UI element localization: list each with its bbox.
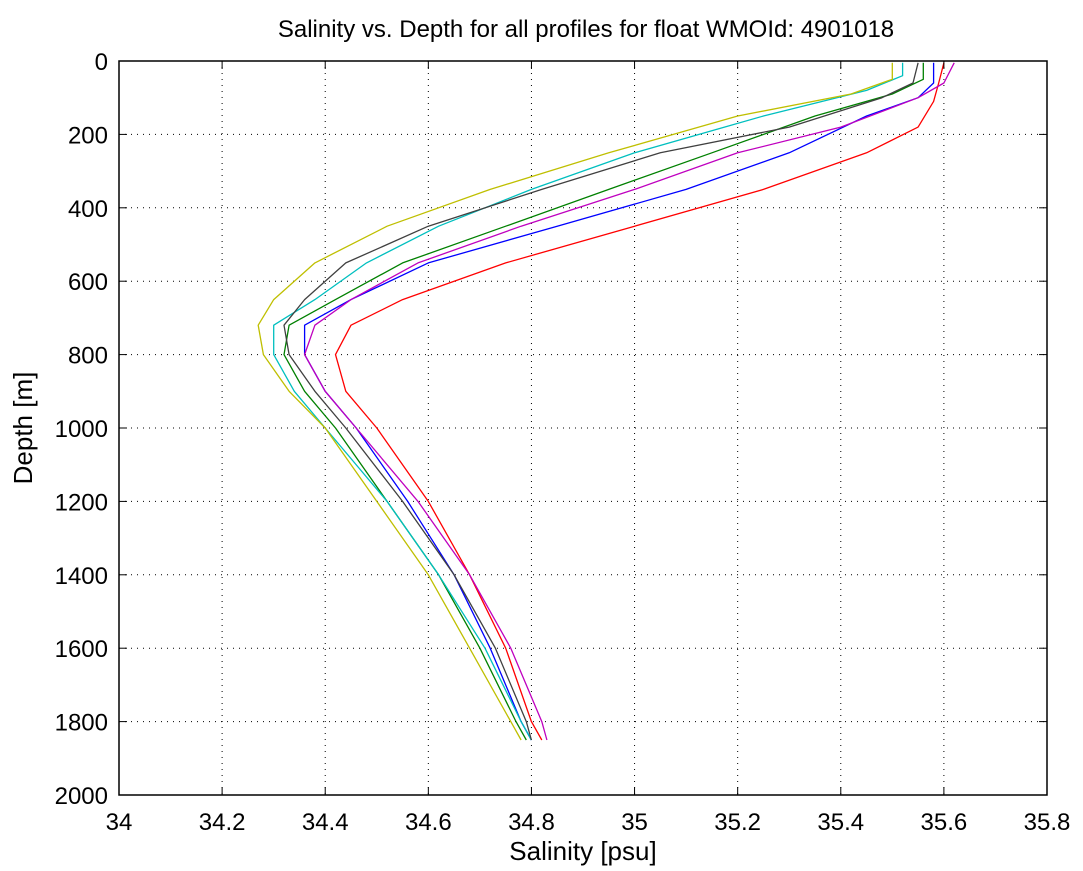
y-tick-label: 1600 — [55, 636, 108, 663]
profile-line — [303, 62, 955, 741]
y-tick-label: 2000 — [55, 783, 108, 810]
profile-line — [283, 62, 919, 741]
x-tick-label: 34.2 — [199, 809, 246, 836]
x-tick-label: 35.6 — [921, 809, 968, 836]
chart-title: Salinity vs. Depth for all profiles for … — [278, 16, 894, 43]
profile-line — [283, 62, 924, 741]
x-tick-label: 34 — [106, 809, 133, 836]
y-tick-label: 0 — [95, 49, 108, 76]
y-tick-label: 1400 — [55, 563, 108, 590]
y-tick-label: 200 — [68, 122, 108, 149]
x-tick-label: 35.2 — [714, 809, 761, 836]
x-tick-label: 34.8 — [508, 809, 555, 836]
y-tick-label: 800 — [68, 343, 108, 370]
series-group — [257, 62, 955, 741]
profile-line — [334, 62, 945, 741]
y-axis-label: Depth [m] — [8, 372, 38, 485]
y-tick-label: 1800 — [55, 710, 108, 737]
profile-line — [303, 62, 935, 741]
x-axis-label: Salinity [psu] — [509, 836, 656, 866]
profile-line — [257, 62, 893, 741]
plot-area — [257, 62, 955, 741]
x-axis-ticks: 34 34.2 34.4 34.6 34.8 35 35.2 35.4 35.6 35.8 — [106, 61, 1071, 836]
y-tick-label: 400 — [68, 196, 108, 223]
x-tick-label: 35.8 — [1024, 809, 1071, 836]
y-tick-label: 600 — [68, 269, 108, 296]
y-tick-label: 1000 — [55, 416, 108, 443]
y-axis-ticks: 0 200 400 600 800 1000 1200 1400 1600 1800 2000 — [55, 49, 1047, 810]
x-tick-label: 34.4 — [302, 809, 349, 836]
y-tick-label: 1200 — [55, 489, 108, 516]
x-tick-label: 35 — [621, 809, 648, 836]
x-tick-label: 34.6 — [405, 809, 452, 836]
x-tick-label: 35.4 — [817, 809, 864, 836]
